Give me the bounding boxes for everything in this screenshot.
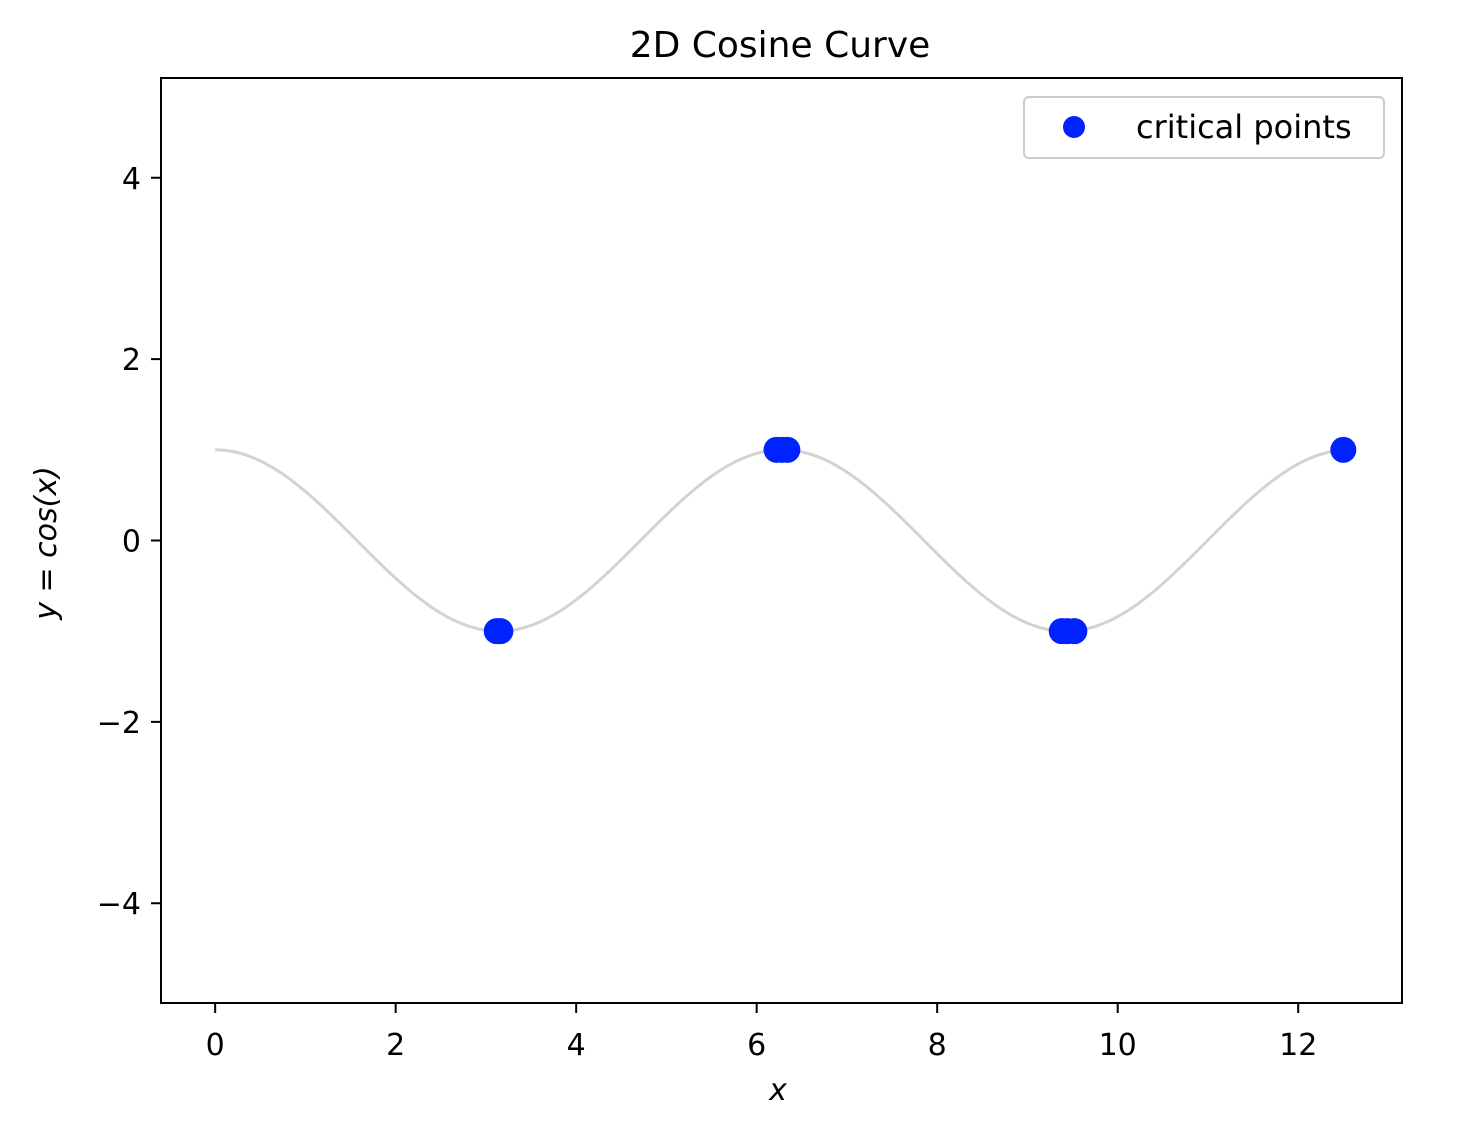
x-axis-ticks: 0 2 4 6 8 10 12: [206, 1003, 1317, 1063]
critical-point-8: [1330, 436, 1357, 463]
legend-label-critical-points: critical points: [1136, 108, 1352, 146]
chart-title: 2D Cosine Curve: [630, 25, 931, 66]
x-tick-label: 2: [386, 1028, 405, 1063]
critical-point-4: [774, 436, 801, 463]
y-tick-label: −2: [97, 706, 141, 741]
legend-marker-critical-points: [1063, 116, 1085, 138]
x-axis-label: x: [768, 1073, 787, 1108]
critical-point-7: [1061, 618, 1088, 645]
x-tick-label: 4: [567, 1028, 586, 1063]
y-tick-label: 0: [122, 525, 141, 560]
x-tick-label: 6: [747, 1028, 766, 1063]
critical-point-1: [487, 618, 514, 645]
y-tick-label: 2: [122, 343, 141, 378]
y-axis-label: y = cos(x): [29, 466, 64, 621]
plot-area: [215, 436, 1357, 645]
y-tick-label: 4: [122, 162, 141, 197]
legend-box: [1023, 96, 1385, 159]
y-tick-label: −4: [97, 887, 141, 922]
x-tick-label: 8: [928, 1028, 947, 1063]
y-axis-ticks: −4 −2 0 2 4: [97, 162, 161, 922]
x-tick-label: 10: [1099, 1028, 1137, 1063]
x-tick-label: 0: [206, 1028, 225, 1063]
x-tick-label: 12: [1279, 1028, 1317, 1063]
legend: critical points: [1023, 96, 1385, 159]
